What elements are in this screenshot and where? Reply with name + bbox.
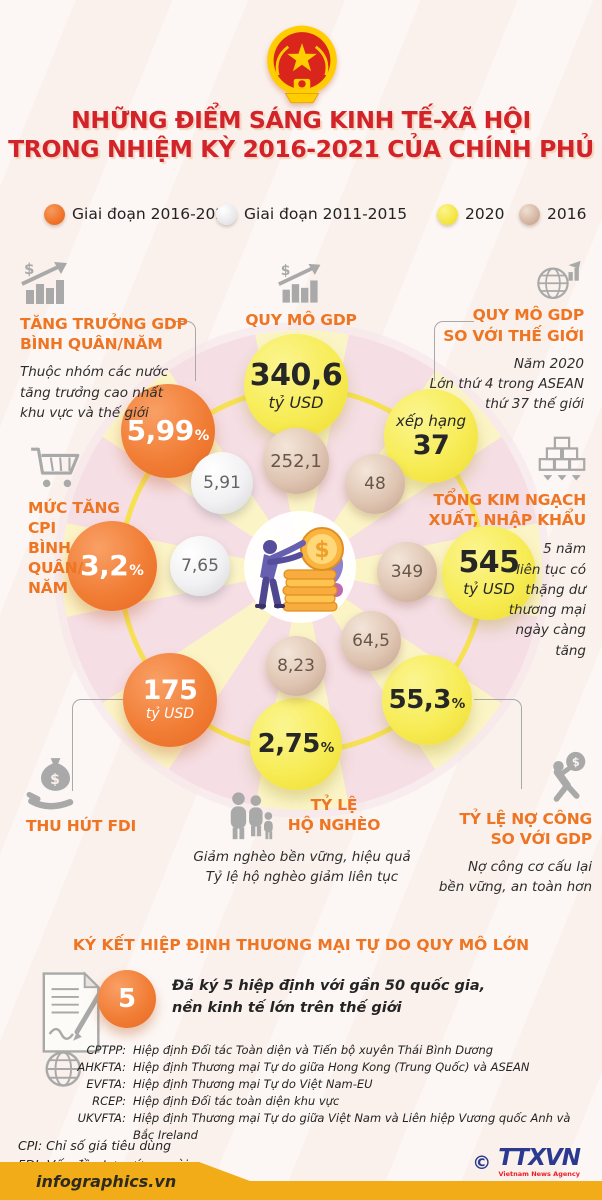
section-gdp-growth: $ TĂNG TRƯỞNG GDP BÌNH QUÂN/NĂM Thuộc nh…	[20, 260, 202, 423]
agreement-name: Hiệp định Đối tác toàn diện khu vực	[133, 1094, 340, 1108]
section-description: Năm 2020 Lớn thứ 4 trong ASEAN thứ 37 th…	[429, 355, 584, 413]
section-title: TỔNG KIM NGẠCH XUẤT, NHẬP KHẨU	[428, 491, 587, 530]
agreement-abbr: EVFTA:	[86, 1077, 126, 1091]
agreement-abbr: AHKFTA:	[77, 1060, 126, 1074]
section-public-debt: $ TỶ LỆ NỢ CÔNG SO VỚI GDP Nợ công cơ cấ…	[400, 750, 592, 897]
ttxvn-wordmark: TTXVN	[498, 1145, 581, 1171]
legend-item-2016: 2016	[519, 202, 586, 226]
agreement-abbr: RCEP:	[92, 1094, 126, 1108]
agreement-name: Hiệp định Thương mại Tự do Việt Nam-EU	[133, 1077, 373, 1091]
page-title-line1: NHỮNG ĐIỂM SÁNG KINH TẾ-XÃ HỘI	[71, 106, 531, 134]
agreement-item: UKVFTA: Hiệp định Thương mại Tự do giữa …	[0, 1110, 594, 1144]
agreement-abbr: CPTPP:	[86, 1043, 126, 1057]
svg-text:$: $	[281, 263, 291, 279]
svg-text:$: $	[24, 260, 34, 278]
cargo-boxes-icon	[538, 436, 586, 481]
circle-poverty-2016: 8,23	[266, 636, 326, 696]
section-description: Nợ công cơ cấu lại bền vững, an toàn hơn	[438, 858, 592, 896]
circle-trade-2016: 349	[377, 542, 437, 602]
section-cpi: MỨC TĂNG CPI BÌNH QUÂN/ NĂM	[28, 444, 138, 598]
connector-line	[434, 321, 474, 381]
ttxvn-logo: © TTXVN Vietnam News Agency	[472, 1145, 581, 1178]
money-bag-hand-icon: $	[26, 758, 74, 810]
legend-item-2020: 2020	[437, 202, 504, 226]
page-title-line2: TRONG NHIỆM KỲ 2016-2021 CỦA CHÍNH PHỦ	[8, 135, 594, 164]
legend-item-2016-2020: Giai đoạn 2016-2020	[44, 202, 235, 226]
section-title: THU HÚT FDI	[26, 816, 137, 835]
circle-poverty-2020: 2,75%	[250, 698, 342, 790]
chart-growth-dollar-icon: $	[21, 260, 67, 304]
svg-text:$: $	[314, 538, 329, 563]
legend-dot-orange	[44, 203, 65, 225]
circle-gdp-rank-2016: 48	[345, 454, 405, 514]
section-title: TĂNG TRƯỞNG GDP BÌNH QUÂN/NĂM	[20, 315, 188, 354]
agreement-item: AHKFTA: Hiệp định Thương mại Tự do giữa …	[0, 1059, 594, 1076]
section-description: 5 năm liên tục có thặng dư thương mại ng…	[508, 541, 586, 659]
legend-label: Giai đoạn 2011-2015	[244, 205, 408, 223]
section-title: QUY MÔ GDP SO VỚI THẾ GIỚI	[443, 306, 584, 345]
section-title: MỨC TĂNG CPI BÌNH QUÂN/ NĂM	[28, 498, 120, 598]
contract-pen-globe-icon	[42, 971, 105, 1087]
legend-item-2011-2015: Giai đoạn 2011-2015	[216, 202, 407, 226]
legend-dot-yellow	[437, 203, 458, 225]
globe-chart-icon	[537, 260, 581, 300]
copyright-symbol: ©	[472, 1151, 492, 1174]
agreement-abbr: UKVFTA:	[77, 1111, 126, 1125]
family-icon	[230, 792, 273, 840]
site-link[interactable]: infographics.vn	[36, 1172, 177, 1191]
svg-text:$: $	[50, 772, 60, 788]
agreement-name: Hiệp định Thương mại Tự do giữa Hong Kon…	[133, 1060, 530, 1074]
circle-trade-2020: 545 tỷ USD	[442, 526, 536, 620]
agreement-name: Hiệp định Thương mại Tự do giữa Việt Nam…	[133, 1111, 571, 1142]
section-fdi: $ THU HÚT FDI	[26, 756, 176, 836]
section-gdp-rank: QUY MÔ GDP SO VỚI THẾ GIỚI Năm 2020 Lớn …	[409, 260, 584, 414]
circle-gdp-growth-2011-2015: 5,91	[191, 452, 253, 514]
agreement-name: Hiệp định Đối tác Toàn diện và Tiến bộ x…	[133, 1043, 494, 1057]
vietnam-national-emblem-icon	[267, 25, 337, 104]
agreements-count-badge: 5	[98, 970, 156, 1028]
ttxvn-subtitle: Vietnam News Agency	[498, 1169, 580, 1178]
chart-growth-dollar-icon: $	[278, 263, 321, 303]
circle-gdp-size-2016: 252,1	[263, 428, 329, 494]
section-description: Giảm nghèo bền vững, hiệu quả Tỷ lệ hộ n…	[193, 849, 411, 886]
circle-public-debt-2020: 55,3%	[382, 655, 472, 745]
circle-gdp-rank-2020: xếp hạng 37	[384, 389, 478, 483]
connector-line	[474, 699, 522, 789]
agreements-list: CPTPP: Hiệp định Đối tác Toàn diện và Ti…	[0, 1042, 594, 1144]
section-trade: TỔNG KIM NGẠCH XUẤT, NHẬP KHẨU 5 năm liê…	[414, 436, 586, 661]
coin-stack-person-illustration: $	[244, 511, 356, 623]
section-gdp-size: $ QUY MÔ GDP	[228, 262, 374, 330]
agreements-heading: KÝ KẾT HIỆP ĐỊNH THƯƠNG MẠI TỰ DO QUY MÔ…	[72, 936, 530, 954]
agreements-summary: Đã ký 5 hiệp định với gần 50 quốc gia, n…	[172, 978, 486, 1016]
section-title: QUY MÔ GDP	[245, 311, 357, 330]
legend-label: Giai đoạn 2016-2020	[72, 205, 236, 223]
section-title: TỶ LỆ NỢ CÔNG SO VỚI GDP	[459, 809, 592, 848]
legend-label: 2020	[465, 205, 505, 223]
page-title: NHỮNG ĐIỂM SÁNG KINH TẾ-XÃ HỘI TRONG NHI…	[0, 106, 602, 165]
connector-line	[72, 699, 123, 791]
circle-gdp-size-2020: 340,6 tỷ USD	[244, 334, 348, 438]
section-description: Thuộc nhóm các nước tăng trưởng cao nhất…	[20, 364, 169, 421]
agreement-item: EVFTA: Hiệp định Thương mại Tự do Việt N…	[0, 1076, 594, 1093]
legend-label: 2016	[547, 205, 587, 223]
person-carrying-money-icon: $	[553, 751, 586, 802]
svg-text:$: $	[572, 755, 580, 769]
circle-cpi-2011-2015: 7,65	[170, 536, 230, 596]
circle-fdi-2016-2020: 175 tỷ USD	[123, 653, 217, 747]
connector-line	[172, 321, 196, 381]
legend-dot-tan	[519, 203, 540, 225]
circle-public-debt-2016: 64,5	[341, 611, 401, 671]
shopping-cart-icon	[31, 447, 80, 488]
agreement-item: CPTPP: Hiệp định Đối tác Toàn diện và Ti…	[0, 1042, 594, 1059]
legend-dot-silver	[216, 203, 237, 225]
section-poverty: TỶ LỆ HỘ NGHÈO Giảm nghèo bền vững, hiệu…	[152, 790, 452, 888]
agreement-item: RCEP: Hiệp định Đối tác toàn diện khu vự…	[0, 1093, 594, 1110]
footer-ribbon	[0, 1162, 252, 1200]
footnote-cpi: CPI: Chỉ số giá tiêu dùng	[18, 1138, 172, 1153]
section-title: TỶ LỆ HỘ NGHÈO	[287, 795, 381, 835]
circle-cpi-2016-2020: 3,2%	[67, 521, 157, 611]
